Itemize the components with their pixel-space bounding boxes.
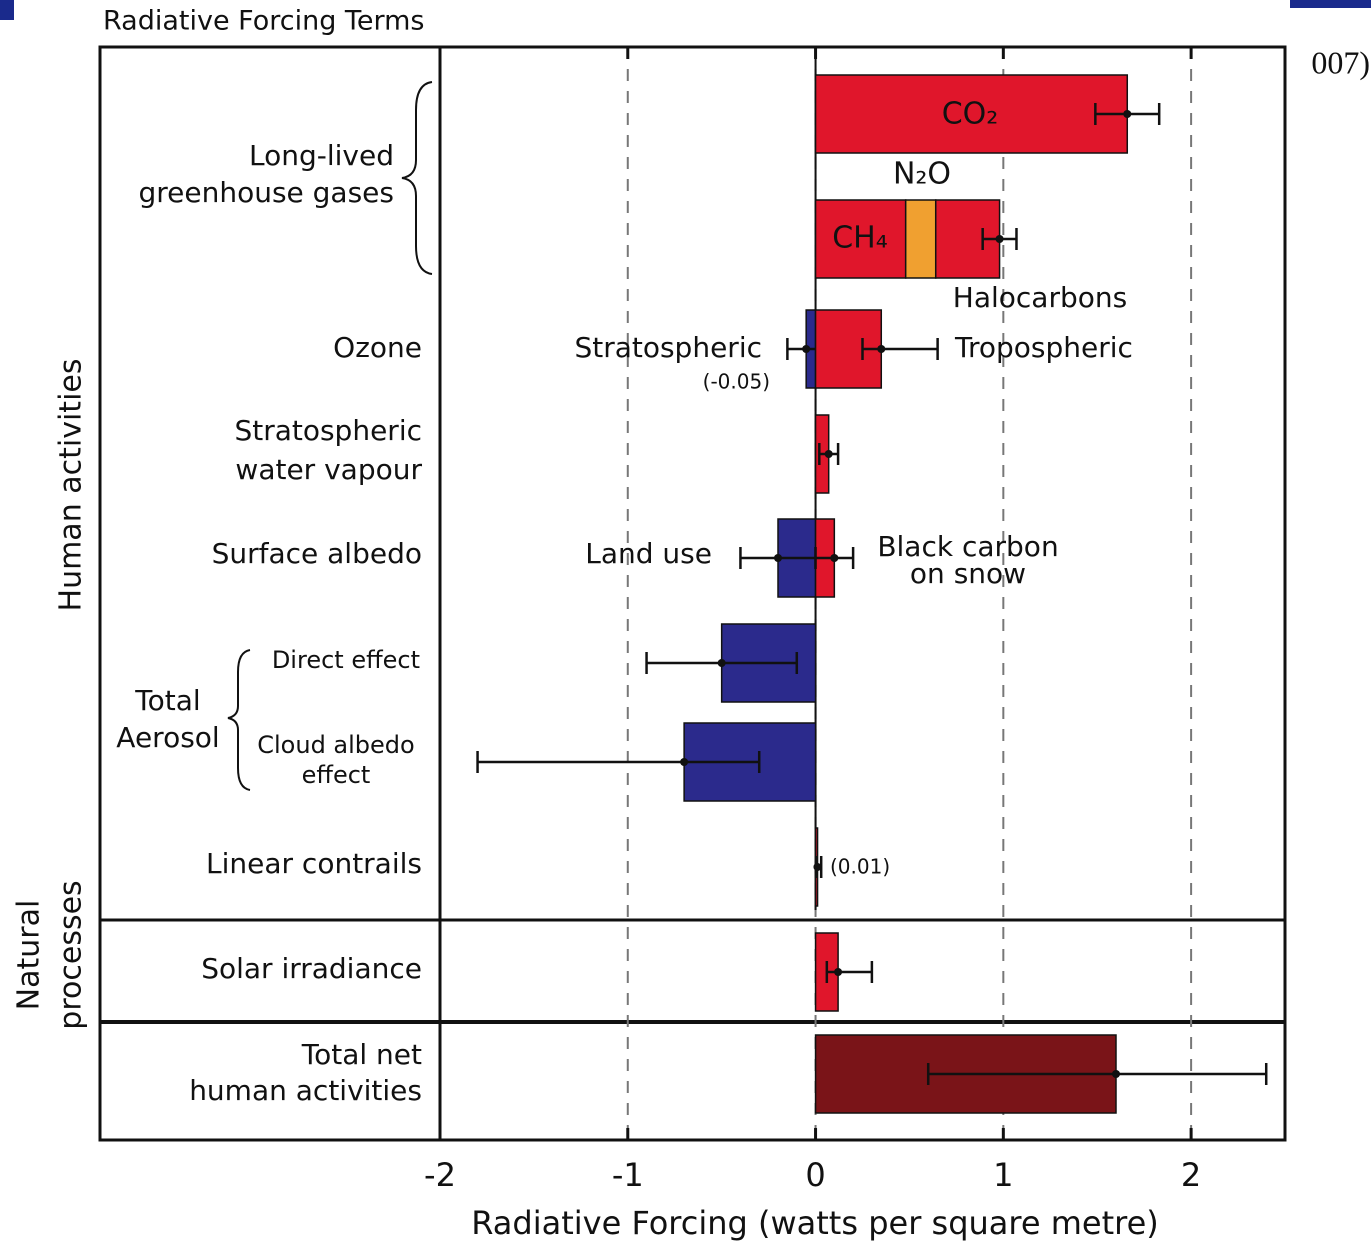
bar-name: Tropospheric bbox=[954, 331, 1133, 364]
error-bar bbox=[645, 652, 799, 674]
corner-decoration bbox=[1290, 0, 1371, 8]
error-bar-part bbox=[1123, 110, 1132, 118]
frame bbox=[98, 45, 1287, 1142]
error-bar-part bbox=[1112, 1070, 1120, 1078]
x-tick-label: 2 bbox=[1181, 1156, 1201, 1194]
group-label: greenhouse gases bbox=[138, 176, 394, 209]
bar-name: Stratospheric bbox=[574, 331, 762, 364]
corner-decoration bbox=[0, 0, 14, 20]
group-label: Total bbox=[134, 684, 200, 717]
x-tick-label: -1 bbox=[612, 1156, 644, 1194]
row-label: effect bbox=[302, 761, 371, 789]
chart-title: Radiative Forcing Terms bbox=[103, 6, 424, 37]
error-bar bbox=[861, 338, 939, 360]
row-label: Solar irradiance bbox=[201, 952, 422, 985]
bar bbox=[904, 199, 937, 279]
error-bar-part bbox=[802, 345, 811, 353]
row-label: Ozone bbox=[333, 331, 422, 364]
error-bar-part bbox=[717, 659, 726, 667]
section-label: Human activities bbox=[54, 359, 89, 612]
section-label: processes bbox=[54, 880, 89, 1029]
error-bar bbox=[825, 961, 874, 983]
brace bbox=[401, 81, 433, 275]
error-bar bbox=[926, 1063, 1268, 1085]
error-bar-part bbox=[774, 554, 782, 562]
row-label: water vapour bbox=[235, 453, 422, 486]
error-bar-part bbox=[813, 863, 822, 871]
group-label: Long-lived bbox=[249, 139, 394, 172]
bar-name: CH₄ bbox=[832, 221, 888, 256]
bar-name: N₂O bbox=[893, 157, 951, 192]
x-axis-label: Radiative Forcing (watts per square metr… bbox=[471, 1204, 1158, 1242]
error-bar-part bbox=[877, 345, 886, 353]
value-label: (-0.05) bbox=[703, 370, 770, 394]
bar-name: Black carbon bbox=[877, 530, 1058, 563]
row-label: Stratospheric bbox=[234, 414, 422, 447]
row-label: Linear contrails bbox=[206, 847, 422, 880]
row-label: Surface albedo bbox=[212, 537, 422, 570]
group-label: Aerosol bbox=[116, 721, 219, 754]
error-bar bbox=[981, 228, 1018, 250]
x-tick-label: 1 bbox=[993, 1156, 1013, 1194]
bar-name: on snow bbox=[910, 557, 1026, 590]
section-label: Natural bbox=[12, 900, 47, 1011]
error-bar bbox=[814, 547, 855, 569]
error-bar-part bbox=[830, 554, 839, 562]
value-label: (0.01) bbox=[830, 855, 890, 879]
row-label: Cloud albedo bbox=[257, 731, 414, 759]
corner-note: 007) bbox=[1311, 44, 1370, 80]
error-bar bbox=[1094, 103, 1161, 125]
error-bar bbox=[813, 856, 823, 878]
x-tick-label: -2 bbox=[424, 1156, 456, 1194]
row-label: Total net bbox=[301, 1038, 422, 1071]
error-bar-part bbox=[834, 968, 843, 976]
bar-name: Land use bbox=[585, 537, 712, 570]
bar bbox=[814, 74, 1129, 154]
x-tick-label: 0 bbox=[805, 1156, 825, 1194]
error-bar-part bbox=[995, 235, 1004, 243]
bar-name: Halocarbons bbox=[953, 281, 1127, 314]
row-label: human activities bbox=[189, 1074, 422, 1107]
error-bar bbox=[818, 443, 840, 465]
bar-name: CO₂ bbox=[942, 97, 999, 132]
row-label: Direct effect bbox=[272, 646, 420, 674]
brace bbox=[227, 649, 251, 791]
error-bar bbox=[476, 751, 761, 773]
error-bar-part bbox=[824, 450, 833, 458]
error-bar-part bbox=[680, 758, 689, 766]
